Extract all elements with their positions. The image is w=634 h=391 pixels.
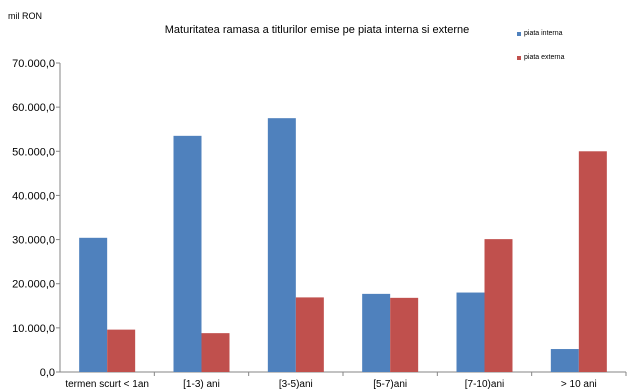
bar-piata-interna	[79, 237, 108, 372]
unit-label: mil RON	[8, 11, 42, 21]
legend-swatch-piata-interna	[517, 31, 521, 36]
legend-item-piata-externa: piata externa	[517, 54, 564, 61]
x-tick-label: > 10 ani	[561, 379, 597, 390]
y-tick-label: 60.000,0	[12, 102, 55, 114]
x-tick-label: termen scurt < 1an	[65, 379, 149, 390]
x-tick-label: [7-10)ani	[465, 379, 504, 390]
bar-piata-interna	[456, 292, 485, 372]
legend-swatch-piata-externa	[517, 55, 521, 60]
y-tick-label: 40.000,0	[12, 190, 55, 202]
legend-label-piata-externa: piata externa	[524, 54, 565, 61]
bar-piata-interna	[173, 135, 202, 372]
legend-item-piata-interna: piata interna	[517, 30, 563, 37]
bar-piata-externa	[390, 297, 419, 372]
y-tick-label: 20.000,0	[12, 279, 55, 291]
bar-piata-externa	[578, 151, 607, 372]
bar-piata-interna	[550, 349, 579, 372]
y-tick-label: 50.000,0	[12, 146, 55, 158]
y-tick-label: 0,0	[40, 367, 55, 379]
legend-label-piata-interna: piata interna	[524, 30, 563, 37]
bar-piata-externa	[107, 329, 136, 372]
y-tick-label: 10.000,0	[12, 323, 55, 335]
chart-title: Maturitatea ramasa a titlurilor emise pe…	[164, 24, 470, 36]
bar-piata-interna	[362, 293, 391, 372]
y-tick-label: 30.000,0	[12, 235, 55, 247]
x-tick-label: [5-7)ani	[373, 379, 407, 390]
bar-piata-externa	[201, 333, 230, 372]
bar-piata-externa	[295, 297, 324, 372]
bar-piata-interna	[267, 118, 296, 372]
bar-piata-externa	[484, 239, 513, 372]
x-tick-label: [3-5)ani	[279, 379, 313, 390]
y-tick-label: 70.000,0	[12, 58, 55, 70]
x-tick-label: [1-3) ani	[183, 379, 220, 390]
